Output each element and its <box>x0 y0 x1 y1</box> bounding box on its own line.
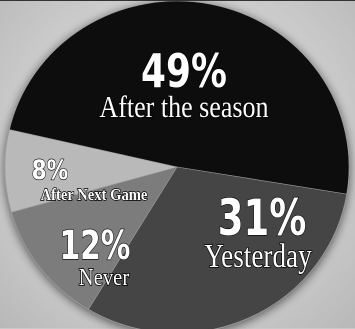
slice-label-yesterday: Yesterday <box>204 237 312 275</box>
slice-label-never: Never <box>79 264 130 291</box>
slice-value-after-the-season: 49% <box>141 45 227 99</box>
slice-label-after-next-game: After Next Game <box>41 186 148 204</box>
slice-value-after-next-game: 8% <box>32 154 69 186</box>
slice-value-yesterday: 31% <box>218 190 307 248</box>
slice-label-after-the-season: After the season <box>99 90 268 125</box>
slice-value-never: 12% <box>60 223 131 270</box>
pie-slice-never <box>11 166 178 310</box>
pie-slice-yesterday <box>87 166 348 329</box>
pie-slice-after-the-season <box>9 1 350 195</box>
pie-slice-after-next-game <box>4 129 178 213</box>
